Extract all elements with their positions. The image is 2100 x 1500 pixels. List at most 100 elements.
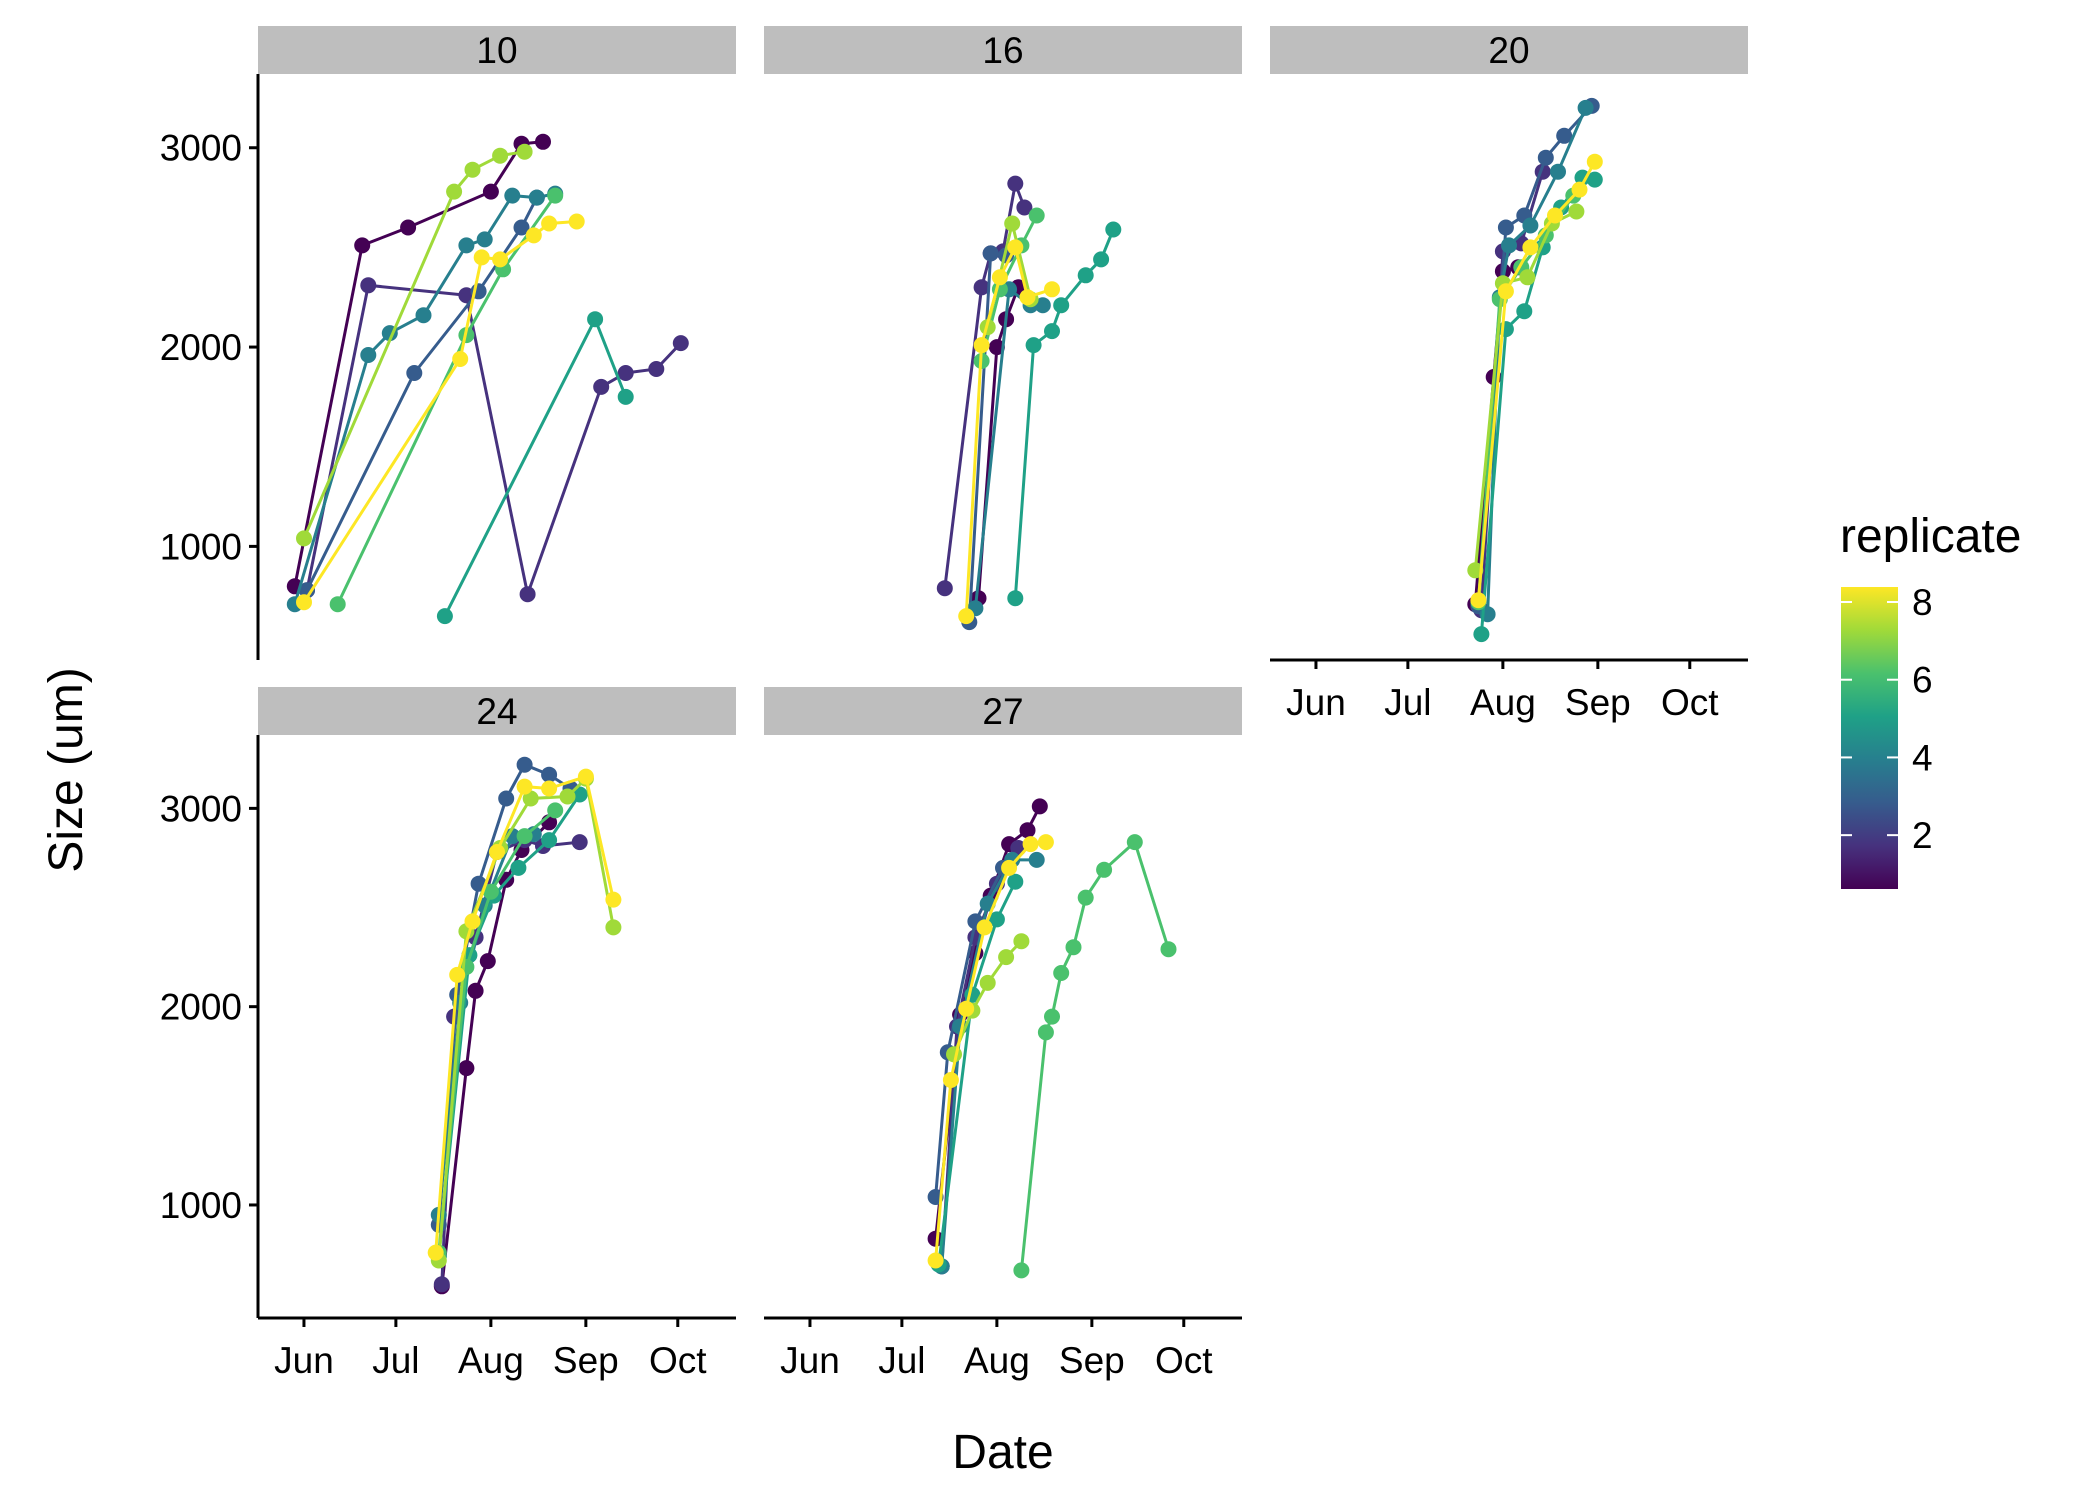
data-point xyxy=(446,183,463,200)
data-point xyxy=(1497,283,1514,300)
data-point xyxy=(541,766,558,783)
data-point xyxy=(617,388,634,405)
data-point xyxy=(568,213,585,230)
data-point xyxy=(1016,199,1033,216)
panel-strip-label: 27 xyxy=(982,691,1023,732)
data-point xyxy=(1577,99,1594,116)
data-point xyxy=(498,790,515,807)
data-point xyxy=(473,249,490,266)
series-line xyxy=(437,793,581,1257)
data-point xyxy=(1516,303,1533,320)
data-point xyxy=(1586,171,1603,188)
data-point xyxy=(406,365,423,381)
panel-20: 20 Jun Jul Aug Sep Oct xyxy=(1270,26,1748,723)
legend-tick-label: 8 xyxy=(1912,582,1933,623)
data-point xyxy=(464,161,481,178)
legend-title: replicate xyxy=(1840,510,2021,563)
data-point xyxy=(927,1230,944,1247)
series-line xyxy=(1013,228,1115,599)
data-point xyxy=(1001,859,1018,876)
data-point xyxy=(1004,215,1021,232)
data-point xyxy=(360,347,377,363)
data-point xyxy=(1571,181,1588,198)
x-tick-label: Sep xyxy=(1059,1340,1125,1381)
x-tick-label: Sep xyxy=(1565,682,1631,723)
data-point xyxy=(415,307,432,324)
data-point xyxy=(1028,207,1045,224)
data-point xyxy=(982,245,999,262)
data-point xyxy=(1013,933,1030,950)
y-tick-label: 2000 xyxy=(160,327,242,368)
data-point xyxy=(476,231,493,248)
data-point xyxy=(1053,297,1070,314)
panel-strip-label: 16 xyxy=(982,30,1023,71)
panel-16: 16 xyxy=(764,26,1242,631)
data-point xyxy=(452,351,469,367)
data-point xyxy=(522,790,539,807)
series-line xyxy=(934,867,1005,1198)
data-point xyxy=(492,251,509,268)
data-point xyxy=(504,187,521,204)
panel-27: 27 Jun Jul Aug Sep Oct xyxy=(764,687,1242,1381)
data-point xyxy=(516,143,533,160)
data-point xyxy=(541,780,558,797)
panel-strip xyxy=(1270,26,1748,74)
data-point xyxy=(479,953,496,970)
data-point xyxy=(648,361,665,377)
data-point xyxy=(577,768,594,785)
series-replicate-1 xyxy=(286,133,551,595)
data-point xyxy=(998,949,1015,966)
data-point xyxy=(528,189,545,206)
data-point xyxy=(571,834,588,851)
data-point xyxy=(541,215,558,232)
data-point xyxy=(1007,590,1024,607)
series-line xyxy=(302,220,577,604)
data-point xyxy=(458,287,475,304)
data-point xyxy=(482,883,499,900)
data-point xyxy=(541,832,558,849)
data-point xyxy=(1568,203,1585,220)
data-point xyxy=(958,1000,975,1017)
panel-strip xyxy=(764,687,1242,735)
legend-tick-label: 4 xyxy=(1912,737,1933,778)
data-point xyxy=(296,594,312,611)
data-point xyxy=(973,337,990,354)
panel-strip xyxy=(258,26,736,74)
series-replicate-3 xyxy=(299,189,545,599)
data-point xyxy=(587,311,604,328)
data-point xyxy=(516,756,533,773)
data-point xyxy=(1126,834,1143,851)
data-point xyxy=(1019,289,1036,306)
legend-tick-label: 6 xyxy=(1912,660,1933,701)
x-tick-label: Jun xyxy=(780,1340,840,1381)
data-point xyxy=(482,183,499,200)
data-point xyxy=(489,844,505,860)
data-point xyxy=(976,919,993,936)
data-point xyxy=(535,133,551,150)
series-line xyxy=(1019,839,1170,1271)
data-point xyxy=(427,1244,444,1261)
x-axis-title: Date xyxy=(952,1426,1053,1479)
data-point xyxy=(605,919,622,936)
data-point xyxy=(1096,861,1113,878)
y-axis-title: Size (um) xyxy=(40,667,93,872)
panel-24: 24 1000 2000 3000 Jun Jul Aug Sep Oct xyxy=(160,687,736,1381)
data-point xyxy=(1077,267,1094,284)
data-point xyxy=(1028,851,1045,868)
data-point xyxy=(296,530,312,547)
data-point xyxy=(492,147,509,164)
data-point xyxy=(1519,269,1536,286)
panel-strip xyxy=(258,687,736,735)
data-point xyxy=(299,582,315,599)
data-point xyxy=(1007,239,1024,256)
data-point xyxy=(449,966,466,983)
x-tick-label: Jul xyxy=(372,1340,419,1381)
x-tick-label: Jul xyxy=(878,1340,925,1381)
data-point xyxy=(991,269,1008,286)
data-point xyxy=(519,586,536,603)
data-point xyxy=(1025,337,1042,354)
data-point xyxy=(1497,219,1514,236)
data-point xyxy=(1501,237,1517,254)
data-point xyxy=(979,974,996,991)
